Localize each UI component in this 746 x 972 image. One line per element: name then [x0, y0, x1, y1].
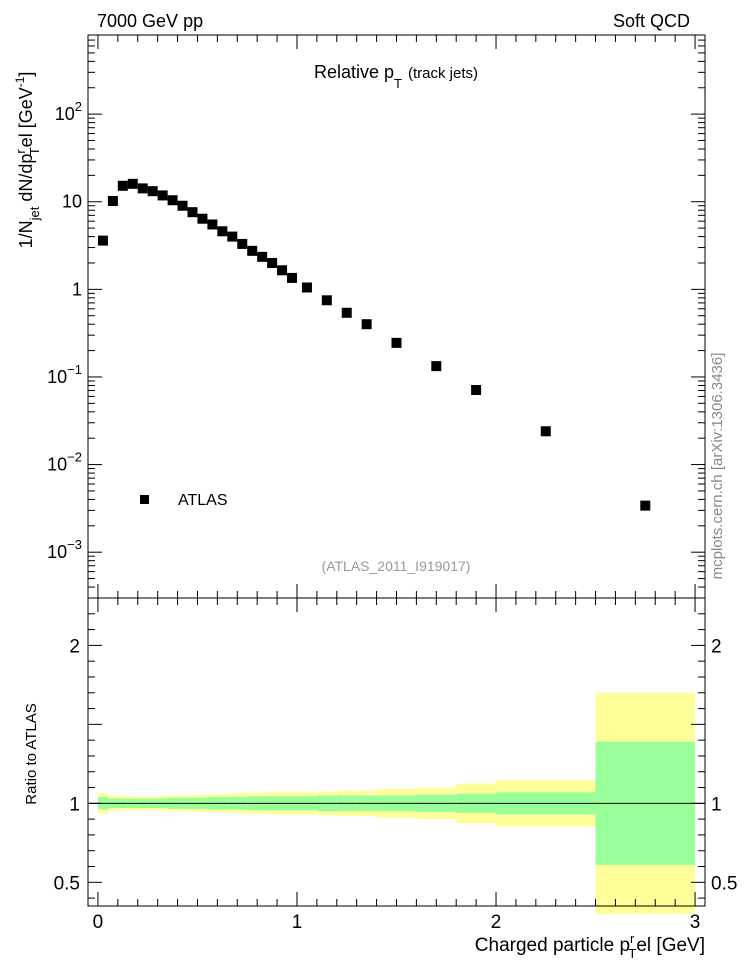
ylabel-part3-sup: -1	[13, 76, 27, 87]
main-ytick-label-base: 10	[55, 104, 75, 124]
ratio-xlabel: Charged particle pr Tel [GeV]	[475, 931, 705, 961]
data-point	[217, 226, 228, 237]
main-ytick-label-base: 10	[47, 455, 67, 475]
ratio-ytick-label: 1	[69, 794, 80, 815]
data-point	[267, 257, 278, 268]
main-ytick-label: 10−3	[47, 537, 82, 562]
data-point	[147, 186, 158, 197]
main-ytick-label-exp: 2	[75, 99, 82, 114]
data-point	[341, 307, 352, 318]
main-ytick-label: 1	[72, 279, 82, 299]
data-point	[137, 183, 148, 194]
xlabel-sup: r	[630, 931, 635, 946]
ratio-xtick-label: 0	[93, 912, 104, 933]
ylabel-part1-sub: jet	[27, 206, 42, 221]
data-point	[431, 361, 442, 372]
legend-label: ATLAS	[178, 492, 228, 509]
legend-marker	[140, 495, 149, 504]
main-plot-points	[97, 178, 651, 511]
data-point	[257, 251, 268, 262]
ylabel-part1: 1/N	[16, 220, 36, 248]
data-point	[117, 180, 128, 191]
main-title-extra: (track jets)	[408, 65, 478, 82]
main-ytick-label-base: 10	[47, 367, 67, 387]
ratio-ytick-label: 2	[69, 636, 80, 657]
ylabel-part2: dN/dp	[16, 154, 36, 207]
data-point	[321, 295, 332, 306]
data-point	[157, 190, 168, 201]
main-ytick-label: 10	[62, 192, 82, 212]
ratio-plot-ticks: 0.5 0.5 1 1 2 2 0 1 2 3	[54, 597, 737, 933]
header-left: 7000 GeV pp	[97, 11, 203, 31]
data-point	[187, 207, 198, 218]
ylabel-part2-sub: T	[27, 147, 42, 155]
data-point	[237, 238, 248, 249]
data-point	[301, 282, 312, 293]
data-point	[287, 272, 298, 283]
data-point	[540, 426, 551, 437]
data-point	[391, 337, 402, 348]
main-title-text: Relative p	[314, 62, 394, 82]
data-point	[361, 319, 372, 330]
main-ytick-label-base: 10	[47, 542, 67, 562]
data-point	[247, 245, 258, 256]
data-point	[197, 213, 208, 224]
ratio-ytick-label-right: 0.5	[711, 873, 737, 894]
ylabel-part3: el [GeV	[16, 87, 36, 147]
data-point	[97, 235, 108, 246]
data-point	[167, 195, 178, 206]
side-note: mcplots.cern.ch [arXiv:1306.3436]	[709, 353, 726, 580]
ratio-ytick-label-right: 2	[711, 636, 722, 657]
main-ytick-label-exp: −3	[67, 537, 82, 552]
main-ylabel: 1/Njet dN/dprTel [GeV-1]	[13, 72, 42, 249]
ratio-xtick-label: 3	[690, 912, 701, 933]
data-point	[177, 200, 188, 211]
ylabel-part4: ]	[16, 72, 36, 77]
data-point	[640, 500, 651, 511]
watermark: (ATLAS_2011_I919017)	[322, 558, 471, 574]
ratio-xtick-label: 1	[292, 912, 303, 933]
main-ytick-label: 102	[55, 99, 82, 124]
main-ytick-label: 10−2	[47, 450, 82, 475]
main-ytick-label-exp: −2	[67, 450, 82, 465]
main-title: Relative pT (track jets)	[314, 62, 478, 91]
xlabel-tail: el [GeV]	[636, 935, 705, 956]
data-point	[227, 231, 238, 242]
ylabel-part2-sup: r	[13, 149, 28, 154]
xlabel-main: Charged particle p	[475, 935, 630, 956]
data-point	[471, 384, 482, 395]
main-plot-frame	[87, 34, 706, 599]
data-point	[277, 265, 288, 276]
ratio-plot: 0.5 0.5 1 1 2 2 0 1 2 3 Ratio to ATLAS Charged pa…	[23, 597, 737, 961]
main-title-sub: T	[394, 76, 402, 91]
ratio-ylabel: Ratio to ATLAS	[23, 703, 40, 804]
data-point	[127, 178, 138, 189]
legend: ATLAS	[140, 492, 228, 509]
ratio-ytick-label: 0.5	[54, 873, 80, 894]
main-ytick-label-exp: −1	[67, 362, 82, 377]
ratio-ytick-label-right: 1	[711, 794, 722, 815]
main-ytick-label: 10−1	[47, 362, 82, 387]
data-point	[207, 219, 218, 230]
data-point	[107, 195, 118, 206]
xlabel-sub: T	[628, 946, 636, 961]
header-right: Soft QCD	[613, 11, 690, 31]
ratio-xtick-label: 2	[491, 912, 502, 933]
